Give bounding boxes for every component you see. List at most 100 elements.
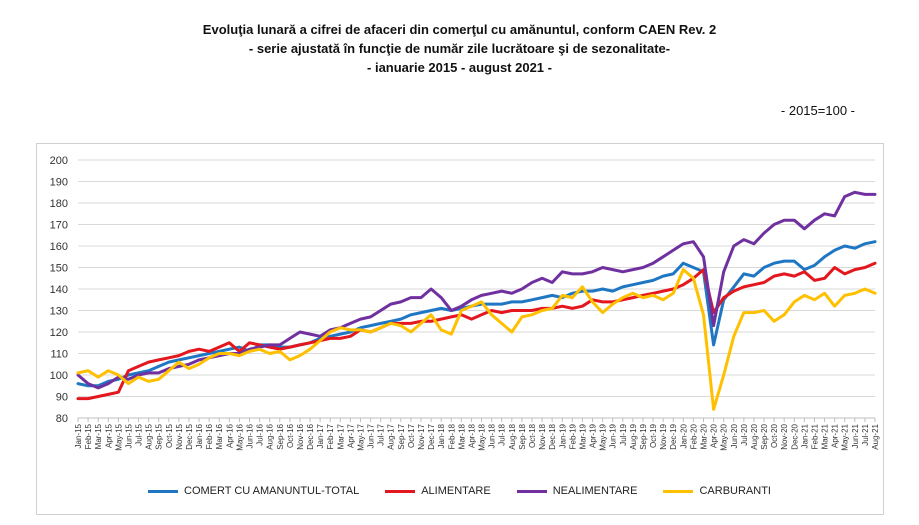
x-tick-label: Nov-16	[296, 423, 305, 449]
x-tick-label: Nov-17	[417, 423, 426, 449]
x-tick-label: Nov-19	[659, 423, 668, 449]
x-tick-label: Dec-20	[790, 423, 799, 449]
x-tick-label: Feb-19	[568, 423, 577, 449]
x-tick-label: Jan-19	[558, 423, 567, 448]
x-tick-label: Oct-18	[528, 423, 537, 448]
legend-label: COMERT CU AMANUNTUL-TOTAL	[184, 485, 360, 497]
x-tick-label: Apr-16	[225, 423, 234, 448]
x-tick-label: Jul-19	[619, 423, 628, 445]
chart-frame	[36, 143, 884, 515]
x-tick-label: Jan-20	[679, 423, 688, 448]
legend-label: CARBURANTI	[699, 485, 771, 497]
x-tick-label: Jan-16	[195, 423, 204, 448]
x-tick-label: Aug-18	[508, 423, 517, 449]
x-tick-label: Jul-16	[256, 423, 265, 445]
x-tick-label: Apr-15	[104, 423, 113, 448]
y-tick-label: 200	[50, 155, 68, 167]
x-tick-label: Dec-15	[185, 423, 194, 449]
legend-item: NEALIMENTARE	[516, 485, 638, 497]
y-tick-label: 160	[50, 241, 68, 253]
x-tick-label: Jun-21	[851, 423, 860, 448]
x-tick-label: Jun-20	[730, 423, 739, 448]
x-tick-label: May-15	[114, 423, 123, 450]
x-tick-label: Apr-17	[346, 423, 355, 448]
x-tick-label: Sep-18	[518, 423, 527, 449]
x-tick-label: Nov-20	[780, 423, 789, 449]
x-tick-label: May-20	[720, 423, 729, 450]
x-tick-label: Jun-19	[609, 423, 618, 448]
x-tick-label: Jan-15	[74, 423, 83, 448]
x-tick-label: Jul-15	[135, 423, 144, 445]
x-tick-label: Sep-17	[397, 423, 406, 449]
x-tick-label: Mar-17	[336, 423, 345, 449]
x-tick-label: Sep-19	[639, 423, 648, 449]
x-tick-label: Apr-18	[467, 423, 476, 448]
x-tick-label: Jul-21	[861, 423, 870, 445]
x-tick-label: Mar-16	[215, 423, 224, 449]
x-tick-label: Aug-20	[750, 423, 759, 449]
base-year-note: - 2015=100 -	[780, 103, 855, 118]
legend-item: ALIMENTARE	[385, 485, 491, 497]
chart-title: Evoluţia lunară a cifrei de afaceri din …	[202, 22, 717, 37]
chart-title-block: Evoluţia lunară a cifrei de afaceri din …	[0, 20, 919, 77]
chart-legend: COMERT CU AMANUNTUL-TOTAL ALIMENTARE NEALI…	[0, 481, 919, 501]
x-tick-label: Feb-18	[447, 423, 456, 449]
x-tick-label: May-19	[599, 423, 608, 450]
x-tick-label: Jan-18	[437, 423, 446, 448]
x-tick-label: Jun-16	[246, 423, 255, 448]
legend-label: NEALIMENTARE	[552, 485, 638, 497]
x-tick-label: Aug-21	[871, 423, 880, 449]
x-tick-label: Mar-21	[821, 423, 830, 449]
y-tick-label: 110	[50, 349, 68, 361]
legend-swatch	[385, 489, 416, 493]
x-tick-label: May-18	[478, 423, 487, 450]
x-tick-label: Feb-20	[689, 423, 698, 449]
y-tick-label: 120	[50, 327, 68, 339]
x-tick-label: Jul-17	[377, 423, 386, 445]
y-tick-label: 170	[50, 220, 68, 232]
x-tick-label: Jun-15	[124, 423, 133, 448]
series-line-nealimentare	[76, 190, 877, 390]
y-tick-label: 130	[50, 306, 68, 318]
x-tick-label: Jun-17	[367, 423, 376, 448]
x-tick-label: May-21	[841, 423, 850, 450]
x-tick-label: Jan-17	[316, 423, 325, 448]
x-tick-label: May-16	[235, 423, 244, 450]
y-tick-label: 140	[50, 284, 68, 296]
y-tick-label: 100	[50, 370, 68, 382]
x-tick-label: Nov-15	[175, 423, 184, 449]
x-tick-label: Oct-17	[407, 423, 416, 448]
x-tick-label: Oct-20	[770, 423, 779, 448]
x-tick-label: Feb-16	[205, 423, 214, 449]
x-tick-label: May-17	[356, 423, 365, 450]
x-tick-label: Dec-18	[548, 423, 557, 449]
legend-swatch	[516, 489, 547, 493]
x-tick-label: Oct-15	[165, 423, 174, 448]
y-tick-label: 180	[50, 198, 68, 210]
x-tick-label: Dec-19	[669, 423, 678, 449]
x-tick-label: Mar-15	[94, 423, 103, 449]
legend-item: COMERT CU AMANUNTUL-TOTAL	[148, 485, 359, 497]
x-tick-label: Jun-18	[488, 423, 497, 448]
legend-swatch	[663, 489, 694, 493]
x-tick-label: Apr-19	[589, 423, 598, 448]
legend-item: CARBURANTI	[663, 485, 771, 497]
series-line-carburanti	[76, 268, 877, 411]
chart-period: - ianuarie 2015 - august 2021 -	[367, 60, 552, 75]
legend-swatch	[148, 489, 178, 493]
x-tick-label: Aug-15	[145, 423, 154, 449]
x-tick-label: Aug-17	[387, 423, 396, 449]
x-tick-label: Jan-21	[800, 423, 809, 448]
y-tick-label: 90	[56, 392, 68, 404]
x-tick-label: Feb-17	[326, 423, 335, 449]
y-tick-label: 190	[50, 177, 68, 189]
x-tick-label: Feb-15	[84, 423, 93, 449]
y-tick-label: 80	[56, 413, 68, 425]
x-tick-label: Dec-17	[427, 423, 436, 449]
x-tick-label: Jul-20	[740, 423, 749, 445]
x-tick-label: Aug-16	[266, 423, 275, 449]
x-tick-label: Mar-18	[457, 423, 466, 449]
x-tick-label: Nov-18	[538, 423, 547, 449]
x-tick-label: Dec-16	[306, 423, 315, 449]
